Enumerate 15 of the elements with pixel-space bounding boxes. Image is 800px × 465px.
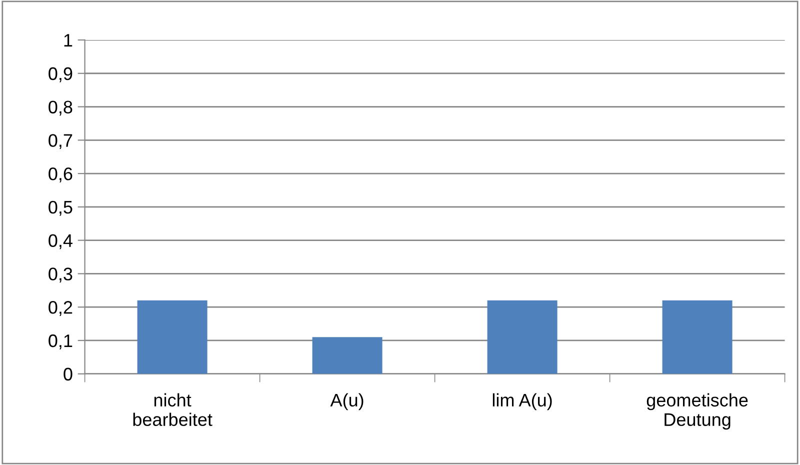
- y-tick-label: 0,4: [48, 234, 72, 250]
- y-tick-label: 0,7: [48, 134, 72, 150]
- y-tick-label: 0,1: [48, 334, 72, 350]
- y-tick-label: 0,5: [48, 200, 72, 216]
- x-tick-label: nicht bearbeitet: [133, 393, 212, 426]
- y-tick-label: 0,9: [48, 67, 72, 82]
- y-tick-label: 0,8: [48, 100, 72, 116]
- y-tick-label: 0: [64, 368, 72, 381]
- x-tick-label: A(u): [330, 393, 364, 410]
- y-tick-label: 1: [64, 34, 72, 47]
- y-tick-label: 0,2: [48, 301, 72, 316]
- x-tick-label: geometische Deutung: [646, 393, 748, 430]
- y-tick-label: 0,6: [48, 167, 72, 182]
- y-tick-label: 0,3: [48, 268, 72, 283]
- x-tick-label: lim A(u): [492, 393, 552, 410]
